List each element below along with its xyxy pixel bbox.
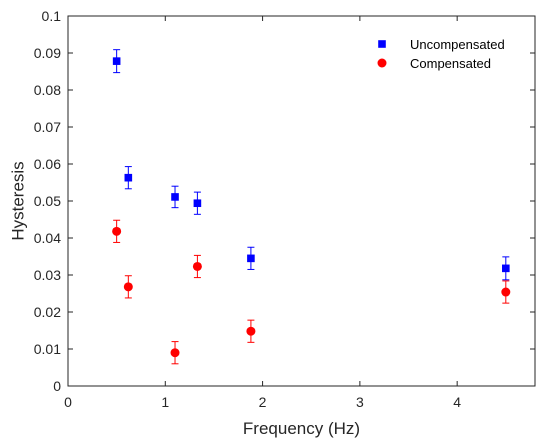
axes	[67, 15, 536, 387]
data-point-square	[247, 254, 255, 263]
series-uncompensated	[112, 49, 510, 281]
legend-label-uncompensated: Uncompensated	[410, 37, 505, 52]
x-tick-label: 1	[161, 394, 169, 410]
legend-marker-uncompensated	[378, 40, 386, 48]
legend-label-compensated: Compensated	[410, 56, 491, 71]
data-point-circle	[123, 282, 133, 292]
legend: Uncompensated Compensated	[377, 37, 505, 71]
y-tick-label: 0.06	[34, 156, 61, 172]
data-point-circle	[170, 348, 180, 358]
data-point-circle	[501, 287, 511, 297]
y-tick-label: 0.02	[34, 304, 61, 320]
data-point-square	[502, 264, 510, 273]
y-tick-label: 0.04	[34, 230, 61, 246]
data-point-circle	[112, 226, 122, 236]
y-tick-label: 0.1	[42, 8, 62, 24]
data-point-square	[112, 57, 121, 65]
y-tick-label: 0.03	[34, 267, 61, 283]
data-marks	[112, 49, 511, 365]
y-tick-label: 0.01	[34, 341, 61, 357]
y-tick-label: 0	[53, 378, 61, 394]
x-tick-label: 4	[453, 394, 461, 410]
y-tick-label: 0.09	[34, 45, 61, 61]
y-tick-label: 0.05	[34, 193, 61, 209]
x-tick-label: 2	[259, 394, 267, 410]
y-axis-label: Hysteresis	[9, 161, 28, 240]
x-tick-label: 3	[356, 394, 364, 410]
plot-frame	[67, 15, 536, 387]
data-point-square	[193, 199, 202, 208]
data-point-square	[124, 173, 133, 182]
x-tick-label: 0	[64, 394, 72, 410]
data-point-square	[171, 193, 179, 201]
ticks: 0 1 2 3 4 0 0.01 0.02 0.03 0.04 0.05 0.06 0.07 0.08 0.…	[34, 8, 535, 410]
x-axis-label: Frequency (Hz)	[243, 419, 360, 438]
data-point-circle	[192, 261, 202, 271]
y-tick-label: 0.08	[34, 82, 61, 98]
legend-marker-compensated	[377, 58, 387, 68]
y-tick-label: 0.07	[34, 119, 61, 135]
data-point-circle	[246, 326, 256, 336]
series-compensated	[112, 219, 511, 365]
